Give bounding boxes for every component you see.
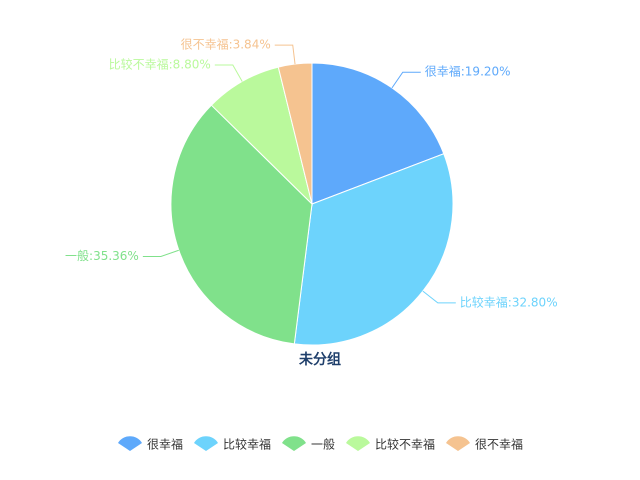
legend-icon: [446, 436, 470, 451]
legend-label: 比较幸福: [223, 437, 271, 452]
label-line: [422, 290, 456, 304]
legend-item[interactable]: 很幸福: [118, 436, 183, 452]
legend-item[interactable]: 比较不幸福: [346, 436, 435, 452]
pie-slice: [170, 104, 313, 345]
data-label: 很幸福:19.20%: [425, 64, 511, 79]
data-label: 比较幸福:32.80%: [460, 294, 558, 309]
legend-label: 很不幸福: [475, 437, 523, 452]
data-label: 一般:35.36%: [65, 248, 139, 263]
legend-label: 很幸福: [147, 437, 183, 452]
legend-label: 比较不幸福: [375, 437, 435, 452]
label-line: [391, 71, 421, 89]
legend-icon: [118, 436, 142, 451]
legend-icon: [282, 436, 306, 451]
data-label: 比较不幸福:8.80%: [109, 56, 211, 71]
legend-item[interactable]: 一般: [282, 436, 335, 452]
pie-slice: [293, 153, 454, 346]
label-line: [142, 249, 179, 257]
pie-slice: [311, 62, 445, 205]
label-line: [274, 44, 296, 65]
legend-item[interactable]: 很不幸福: [446, 436, 523, 452]
label-line: [214, 64, 243, 82]
data-label: 很不幸福:3.84%: [181, 37, 271, 52]
legend-label: 一般: [311, 437, 335, 452]
legend-icon: [194, 436, 218, 451]
legend-icon: [346, 436, 370, 451]
legend-item[interactable]: 比较幸福: [194, 436, 271, 452]
chart-title: 未分组: [299, 351, 341, 368]
